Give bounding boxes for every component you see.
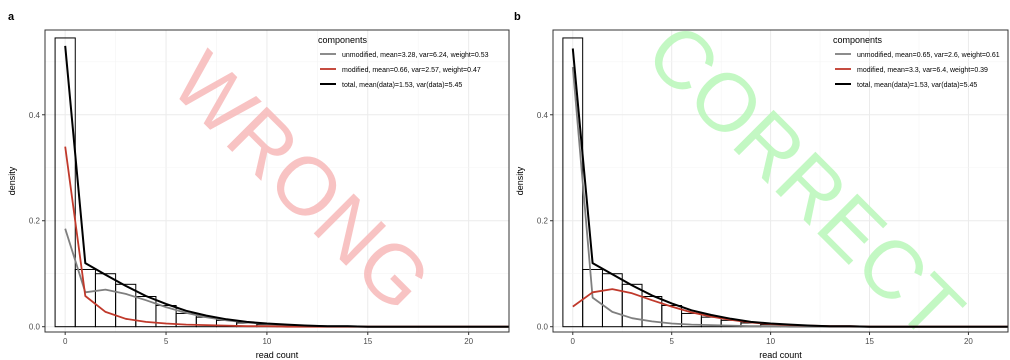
panel-label: a [8, 11, 15, 23]
histogram-bar [601, 273, 623, 328]
x-tick-label: 15 [363, 337, 372, 346]
y-tick-label: 0.0 [29, 323, 41, 332]
legend-label: total, mean(data)=1.53, var(data)=5.45 [857, 82, 977, 89]
series-line-unmodified [64, 228, 509, 328]
panel-a: a WRONG 0 5 10 15 20 0.0 0.2 0.4 read count density… [7, 11, 510, 360]
panel-border [44, 29, 510, 333]
series-line-total [571, 48, 1008, 328]
histogram-bar [74, 268, 96, 328]
legend: components unmodified, mean=0.65, var=2.6… [833, 35, 1000, 89]
legend-label: unmodified, mean=3.28, var=6.24, weight=… [342, 52, 489, 59]
legend-label: modified, mean=0.66, var=2.57, weight=0.… [342, 67, 481, 74]
x-tick-label: 0 [63, 337, 68, 346]
x-tick-label: 0 [571, 337, 576, 346]
legend: components unmodified, mean=3.28, var=6.2… [318, 35, 489, 89]
legend-label: unmodified, mean=0.65, var=2.6, weight=0… [857, 52, 1000, 59]
watermark: CORRECT [629, 6, 980, 357]
legend-title: components [833, 35, 883, 45]
watermark: WRONG [155, 35, 448, 328]
y-axis-title: density [7, 166, 17, 195]
y-tick-label: 0.4 [29, 111, 41, 120]
x-axis-title: read count [759, 350, 802, 360]
series-line-total [64, 45, 509, 328]
panel-border [552, 29, 1009, 333]
legend-label: total, mean(data)=1.53, var(data)=5.45 [342, 82, 462, 89]
x-tick-label: 20 [964, 337, 973, 346]
x-tick-label: 20 [464, 337, 473, 346]
histogram-bar [621, 283, 643, 328]
x-tick-label: 5 [164, 337, 169, 346]
y-tick-label: 0.2 [537, 217, 549, 226]
x-tick-label: 10 [262, 337, 271, 346]
x-tick-label: 5 [669, 337, 674, 346]
histogram-bar [54, 37, 76, 328]
panel-label: b [514, 11, 521, 23]
x-tick-label: 10 [766, 337, 775, 346]
histogram-bar [94, 273, 117, 328]
legend-label: modified, mean=3.3, var=6.4, weight=0.39 [857, 67, 988, 74]
y-tick-label: 0.0 [537, 323, 549, 332]
y-tick-label: 0.4 [537, 111, 549, 120]
x-tick-label: 15 [865, 337, 874, 346]
y-tick-label: 0.2 [29, 217, 41, 226]
panel-b: b CORRECT 0 5 10 15 20 0.0 0.2 0.4 read count densi… [514, 6, 1009, 360]
y-axis-title: density [515, 166, 525, 195]
legend-title: components [318, 35, 368, 45]
x-axis-title: read count [256, 350, 299, 360]
